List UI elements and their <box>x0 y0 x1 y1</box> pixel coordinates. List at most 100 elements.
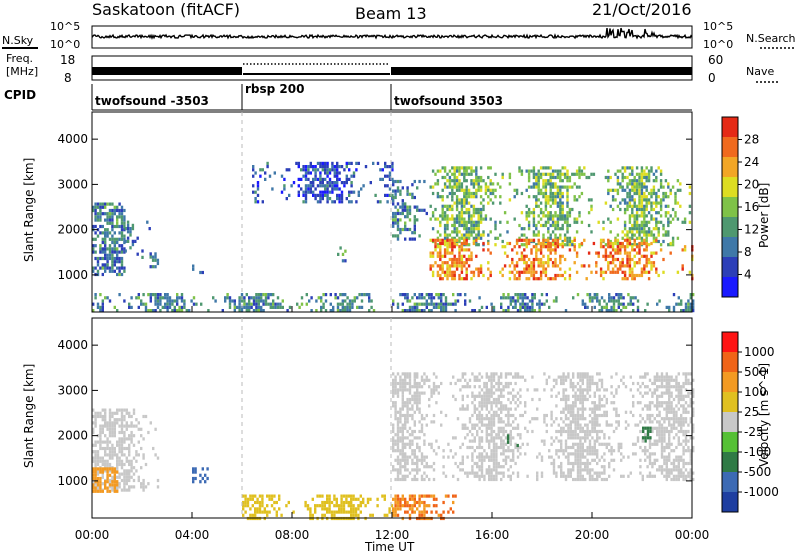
data-cell <box>659 169 663 173</box>
data-cell <box>446 227 449 231</box>
data-cell <box>499 195 502 199</box>
data-cell <box>539 261 543 265</box>
data-cell <box>369 497 372 501</box>
data-cell <box>418 391 421 395</box>
data-cell <box>602 270 605 274</box>
data-cell <box>441 175 444 180</box>
data-cell <box>254 171 257 175</box>
data-cell <box>459 445 462 450</box>
data-cell <box>588 420 592 424</box>
data-cell <box>411 404 414 408</box>
data-cell <box>311 513 314 517</box>
data-cell <box>304 200 308 204</box>
data-cell <box>392 215 395 219</box>
data-cell <box>509 439 512 443</box>
data-cell <box>404 378 407 382</box>
data-cell <box>137 478 140 483</box>
data-cell <box>591 423 594 427</box>
data-cell <box>475 267 478 271</box>
data-cell <box>399 417 402 421</box>
data-cell <box>463 188 466 192</box>
data-cell <box>562 397 565 402</box>
data-cell <box>513 277 516 281</box>
data-cell <box>478 452 481 456</box>
data-cell <box>135 418 138 422</box>
data-cell <box>443 204 447 208</box>
data-cell <box>515 238 519 242</box>
data-cell <box>446 204 449 208</box>
data-cell <box>564 477 568 482</box>
data-cell <box>435 452 438 456</box>
data-cell <box>492 461 496 466</box>
data-cell <box>628 220 632 224</box>
data-cell <box>330 500 334 505</box>
data-cell <box>331 165 334 169</box>
data-cell <box>465 270 468 274</box>
data-cell <box>473 423 476 427</box>
data-cell <box>381 168 384 172</box>
data-cell <box>320 309 323 313</box>
data-cell <box>623 273 627 278</box>
data-cell <box>221 309 224 313</box>
data-cell <box>645 172 648 176</box>
data-cell <box>559 236 562 240</box>
data-cell <box>128 411 131 415</box>
data-cell <box>653 381 656 386</box>
data-cell <box>555 296 558 300</box>
data-cell <box>515 251 519 255</box>
data-cell <box>101 309 104 313</box>
data-cell <box>490 404 493 408</box>
data-cell <box>448 241 452 246</box>
data-cell <box>418 309 421 313</box>
data-cell <box>557 465 560 469</box>
data-cell <box>648 474 652 478</box>
data-cell <box>494 195 497 199</box>
data-cell <box>451 261 454 265</box>
data-cell <box>101 224 104 229</box>
data-cell <box>539 257 543 262</box>
data-cell <box>660 429 664 434</box>
data-cell <box>465 185 468 189</box>
data-cell <box>638 172 641 176</box>
data-cell <box>304 171 308 175</box>
data-cell <box>523 267 526 271</box>
data-cell <box>336 161 339 165</box>
data-cell <box>452 455 455 459</box>
data-cell <box>394 391 397 395</box>
data-cell <box>495 410 498 414</box>
data-cell <box>99 470 102 474</box>
data-cell <box>663 455 666 459</box>
data-cell <box>404 497 407 501</box>
data-cell <box>132 472 136 476</box>
data-cell <box>539 217 543 221</box>
data-cell <box>603 436 606 440</box>
data-cell <box>336 168 339 172</box>
data-cell <box>111 224 114 229</box>
data-cell <box>536 417 539 421</box>
data-cell <box>521 413 524 418</box>
data-cell <box>494 236 497 240</box>
data-cell <box>544 220 548 224</box>
data-cell <box>609 261 612 265</box>
data-cell <box>568 248 572 252</box>
data-cell <box>408 305 412 309</box>
data-cell <box>246 497 250 501</box>
data-cell <box>487 166 490 170</box>
data-cell <box>226 296 229 300</box>
data-cell <box>499 220 502 224</box>
data-cell <box>660 423 664 427</box>
data-cell <box>567 423 570 427</box>
data-cell <box>617 293 620 297</box>
data-cell <box>572 413 575 418</box>
data-cell <box>605 413 608 418</box>
data-cell <box>478 436 481 440</box>
data-cell <box>94 296 97 300</box>
data-cell <box>544 223 548 228</box>
data-cell <box>432 385 436 389</box>
data-cell <box>392 378 395 382</box>
data-cell <box>569 436 572 440</box>
data-cell <box>492 429 496 434</box>
data-cell <box>439 245 442 249</box>
data-cell <box>430 420 433 424</box>
data-cell <box>258 494 262 498</box>
